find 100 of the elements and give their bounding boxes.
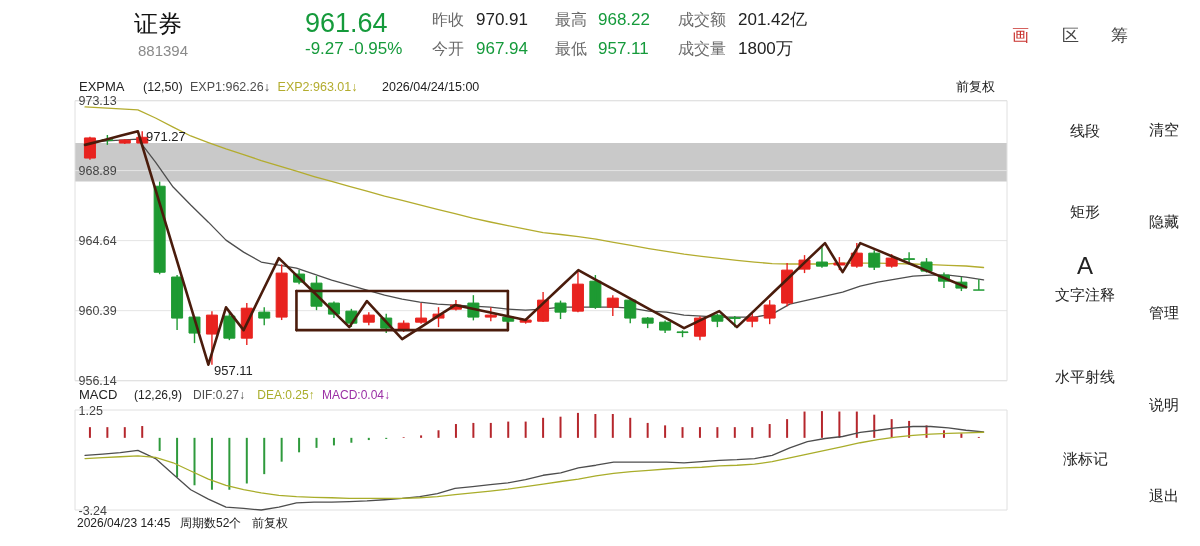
text: 清空	[1149, 121, 1179, 138]
bar	[437, 430, 440, 438]
bar	[768, 424, 771, 438]
bar	[245, 437, 248, 484]
text: 2026/04/23 14:45	[77, 516, 171, 530]
candlestick	[815, 246, 828, 268]
text: (12,26,9)	[134, 388, 183, 402]
bar	[298, 437, 301, 453]
bar	[629, 417, 632, 438]
text: EXPMA	[79, 79, 125, 94]
bar	[141, 426, 144, 438]
text: 2026/04/24/15:00	[382, 80, 480, 94]
text: 961.64	[305, 8, 388, 38]
bar	[263, 437, 266, 475]
text: 画	[1011, 26, 1029, 45]
bar	[664, 425, 667, 438]
text: DIF:0.27↓	[193, 388, 246, 402]
bar	[681, 427, 684, 438]
candlestick	[903, 252, 916, 265]
text: 970.91	[476, 10, 528, 29]
text: 说明	[1149, 396, 1179, 413]
bar	[454, 424, 457, 438]
text: 涨标记	[1062, 450, 1108, 467]
candlestick	[362, 312, 375, 326]
text: 最低	[555, 40, 587, 57]
bar	[507, 421, 510, 438]
bar	[803, 411, 806, 438]
bar	[489, 422, 492, 438]
bar	[820, 411, 823, 438]
bar	[88, 427, 91, 438]
bar	[158, 437, 161, 451]
text: 昨收	[432, 11, 464, 28]
text: 管理	[1149, 304, 1179, 321]
text: 前复权	[956, 79, 995, 94]
text: 前复权	[252, 516, 288, 530]
text: 筹	[1110, 26, 1128, 45]
chart-subtitle: 881394	[138, 42, 189, 59]
text: 成交量	[678, 40, 726, 57]
chart-title: 证券	[134, 10, 182, 37]
candlestick	[606, 295, 619, 317]
bar	[716, 427, 719, 438]
text: 退出	[1149, 487, 1179, 504]
candlestick	[415, 303, 428, 324]
text: EXP1:962.26↓	[190, 80, 270, 94]
bar	[332, 437, 335, 446]
text: 线段	[1070, 122, 1100, 139]
text: 周期数52个	[180, 516, 242, 530]
text: -9.27 -0.95%	[305, 39, 403, 58]
bar	[228, 437, 231, 490]
bar	[472, 422, 475, 438]
text: A	[1076, 252, 1094, 279]
bar	[315, 437, 318, 448]
bar	[855, 411, 858, 438]
y-tick-label: 960.39	[78, 304, 117, 319]
bar	[367, 437, 370, 441]
bar	[420, 435, 423, 438]
bar	[542, 417, 545, 438]
bar	[611, 414, 614, 438]
annotation: 957.11	[214, 363, 253, 378]
text: 成交额	[678, 11, 726, 28]
text: 今开	[432, 40, 464, 57]
annotation: 971.27	[146, 129, 186, 144]
text: 967.94	[476, 39, 528, 58]
y-tick-label: 956.14	[78, 374, 117, 389]
text: MACD:0.04↓	[322, 388, 391, 402]
bar	[698, 427, 701, 438]
text: 957.11	[598, 39, 649, 58]
candlestick	[972, 279, 985, 291]
bar	[106, 427, 109, 438]
bar	[559, 416, 562, 438]
bar	[646, 422, 649, 438]
text: 文字注释	[1055, 286, 1115, 303]
text: 1800万	[738, 39, 793, 58]
bar	[873, 414, 876, 438]
bar	[280, 437, 283, 462]
text: 201.42亿	[738, 10, 807, 29]
text: EXP2:963.01↓	[277, 80, 358, 94]
bar	[123, 427, 126, 438]
text: 最高	[555, 11, 587, 28]
bar	[576, 412, 579, 438]
bar	[350, 437, 353, 443]
text: 区	[1061, 26, 1079, 45]
bar	[210, 437, 213, 490]
candlestick	[484, 307, 497, 322]
y-tick-label: 1.25	[78, 403, 103, 418]
text: 隐藏	[1149, 213, 1179, 230]
text: (12,50)	[143, 80, 183, 94]
text: 968.22	[598, 10, 650, 29]
bar	[838, 411, 841, 438]
text: 矩形	[1070, 203, 1100, 220]
bar	[733, 427, 736, 438]
text: MACD	[79, 387, 118, 402]
y-tick-label: 968.89	[78, 164, 117, 179]
y-tick-label: -3.24	[78, 503, 108, 518]
bar	[594, 414, 597, 438]
line-series	[84, 431, 985, 500]
bar	[786, 419, 789, 438]
bar	[751, 427, 754, 438]
bar	[524, 421, 527, 438]
bar	[176, 437, 179, 478]
